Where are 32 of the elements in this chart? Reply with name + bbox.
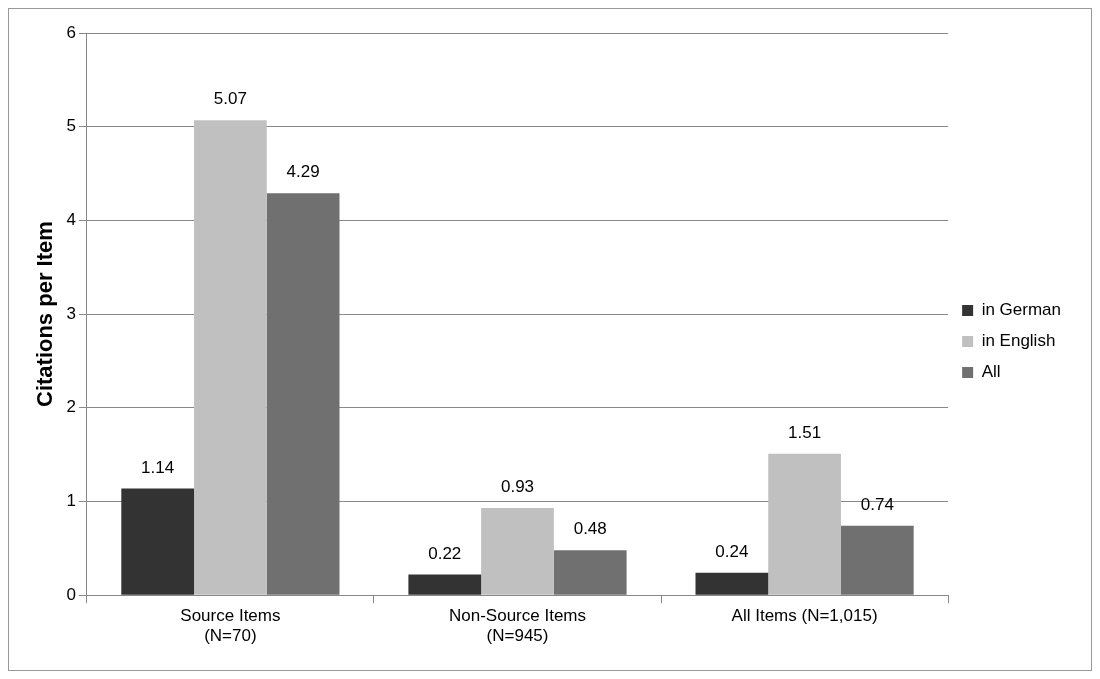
bar <box>481 508 554 595</box>
data-label: 0.24 <box>715 541 749 561</box>
x-tick-label: All Items (N=1,015) <box>731 606 878 626</box>
x-tick-label: Source Items (N=70) <box>180 606 281 646</box>
bar <box>768 453 841 595</box>
y-tick-label: 0 <box>66 584 76 604</box>
y-tick-label: 3 <box>66 303 76 323</box>
bar <box>194 120 267 595</box>
bar <box>553 550 627 595</box>
data-label: 5.07 <box>213 89 247 109</box>
bar <box>121 488 195 595</box>
bar <box>840 525 914 595</box>
legend-label: in English <box>981 331 1056 351</box>
y-tick-label: 5 <box>66 116 76 136</box>
data-label: 0.93 <box>500 477 535 497</box>
y-tick-label: 1 <box>66 491 76 511</box>
data-label: 1.51 <box>788 422 822 442</box>
data-label: 0.74 <box>860 495 894 515</box>
data-label: 0.48 <box>573 519 607 539</box>
y-tick-label: 4 <box>66 210 76 230</box>
data-label: 4.29 <box>286 162 320 182</box>
y-axis-title: Citations per Item <box>32 221 58 408</box>
bar <box>695 572 769 595</box>
legend-label: in German <box>981 300 1062 320</box>
legend-label: All <box>981 362 1001 382</box>
bar <box>266 193 340 595</box>
data-label: 1.14 <box>141 457 175 477</box>
y-tick-label: 2 <box>66 397 76 417</box>
x-tick-label: Non-Source Items (N=945) <box>449 606 586 646</box>
bar <box>408 574 482 595</box>
data-label: 0.22 <box>428 543 462 563</box>
y-tick-label: 6 <box>66 22 76 42</box>
